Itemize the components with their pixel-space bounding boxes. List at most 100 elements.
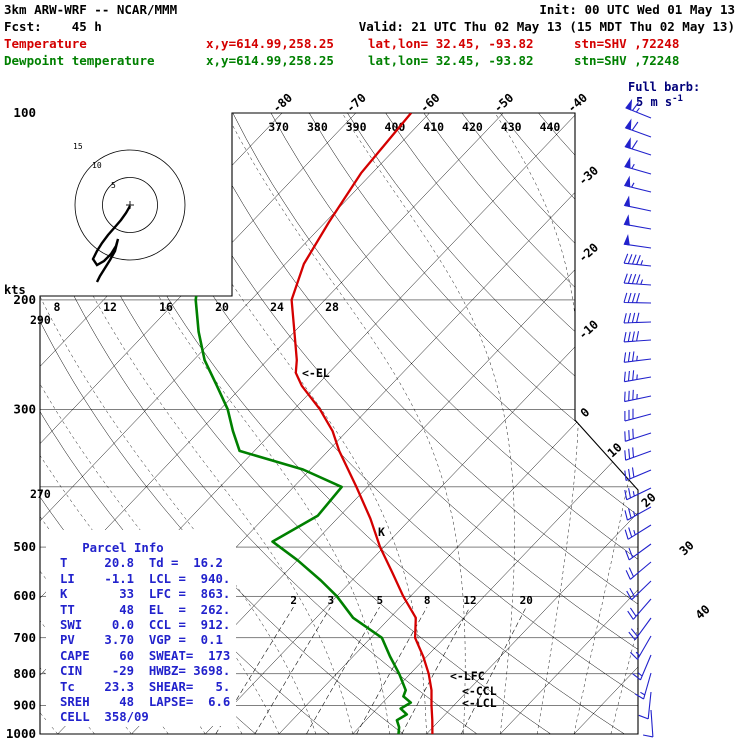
wind-barb-flag [624, 137, 631, 149]
wind-barb [642, 709, 654, 738]
wind-barb [624, 467, 652, 482]
wind-barb [623, 331, 652, 343]
svg-text:3: 3 [327, 594, 334, 607]
barb-unit-exponent: -1 [672, 94, 683, 104]
svg-text:700: 700 [13, 630, 36, 645]
svg-text:-20: -20 [576, 240, 601, 265]
wind-barb [624, 408, 652, 422]
wind-barb [634, 672, 652, 700]
svg-text:380: 380 [307, 120, 328, 134]
barb-legend-unit: 5 m s-1 [636, 94, 683, 109]
svg-text:28: 28 [325, 300, 339, 314]
svg-text:200: 200 [13, 292, 36, 307]
svg-text:-60: -60 [417, 91, 442, 116]
svg-text:-40: -40 [565, 91, 590, 116]
level-annotations: <-EL K <-LFC<-CCL<-LCL [302, 366, 497, 710]
wind-barb [623, 273, 652, 286]
hodograph: 5 10 15 [73, 142, 186, 283]
temperature-curve [290, 113, 434, 734]
svg-text:5: 5 [376, 594, 383, 607]
hodograph-ring-label: 5 [111, 181, 116, 190]
svg-text:10: 10 [605, 440, 625, 460]
svg-text:K: K [378, 525, 385, 539]
svg-text:800: 800 [13, 666, 36, 681]
svg-text:24: 24 [270, 300, 284, 314]
wind-barbs [623, 98, 654, 738]
svg-text:kts: kts [4, 283, 26, 297]
dewpoint-curve [194, 113, 413, 734]
wind-barb [638, 691, 652, 720]
svg-text:430: 430 [501, 120, 522, 134]
parcel-info-box: Parcel Info T 20.8 Td = 16.2 LI -1.1 LCL… [60, 541, 231, 725]
svg-text:8: 8 [424, 594, 431, 607]
svg-text:<-LFC: <-LFC [450, 669, 485, 683]
svg-text:12: 12 [103, 300, 117, 314]
temperature-latlon: lat,lon= 32.45, -93.82 [368, 36, 534, 51]
svg-text:30: 30 [677, 538, 697, 558]
wind-barb [630, 635, 652, 660]
dewpoint-latlon: lat,lon= 32.45, -93.82 [368, 53, 534, 68]
wind-barb-flag [623, 234, 630, 246]
svg-text:290: 290 [30, 313, 51, 327]
svg-text:<-EL: <-EL [302, 366, 330, 380]
svg-text:8: 8 [54, 300, 61, 314]
svg-text:300: 300 [13, 401, 36, 416]
svg-text:410: 410 [423, 120, 444, 134]
wind-barb [625, 561, 652, 580]
svg-text:1000: 1000 [6, 726, 36, 740]
svg-text:20: 20 [520, 594, 533, 607]
svg-text:900: 900 [13, 698, 36, 713]
svg-text:440: 440 [540, 120, 561, 134]
plot-border [39, 112, 639, 735]
svg-text:420: 420 [462, 120, 483, 134]
svg-text:-80: -80 [270, 91, 295, 116]
dewpoint-gridpoint: x,y=614.99,258.25 [206, 53, 334, 68]
svg-text:-70: -70 [343, 91, 368, 116]
svg-text:-50: -50 [491, 91, 516, 116]
hodograph-ring-label: 15 [73, 142, 83, 151]
wind-barb [623, 312, 652, 324]
wind-barb [624, 428, 652, 442]
hodograph-ring [102, 177, 158, 233]
wind-barb [624, 447, 652, 461]
wind-barb [624, 389, 652, 403]
svg-text:270: 270 [30, 487, 51, 501]
svg-text:400: 400 [385, 120, 406, 134]
wind-barb [627, 598, 652, 620]
wind-barb [623, 370, 652, 383]
hodograph-trace [91, 205, 132, 283]
svg-text:0: 0 [578, 405, 593, 420]
hodograph-ring [74, 149, 186, 261]
wind-barb [624, 524, 652, 540]
dewpoint-legend-label: Dewpoint temperature [4, 53, 155, 68]
wind-barb [632, 654, 652, 681]
wind-barb-flag [624, 156, 631, 169]
svg-text:12: 12 [463, 594, 476, 607]
parcel-info-backdrop [46, 530, 236, 726]
wind-barb [628, 617, 652, 641]
wind-barb [624, 506, 652, 521]
wind-barb [626, 580, 652, 601]
temperature-gridpoint: x,y=614.99,258.25 [206, 36, 334, 51]
temperature-station: stn=SHV ,72248 [574, 36, 680, 51]
wind-barb [623, 253, 652, 267]
wind-barb-flag [624, 118, 632, 131]
wind-barb [625, 543, 652, 561]
svg-text:370: 370 [268, 120, 289, 134]
svg-text:16: 16 [159, 300, 173, 314]
dewpoint-station: stn=SHV ,72248 [574, 53, 680, 68]
svg-text:500: 500 [13, 539, 36, 554]
hodograph-ring-label: 10 [92, 161, 102, 170]
model-title: 3km ARW-WRF -- NCAR/MMM [4, 2, 178, 17]
svg-text:2: 2 [290, 594, 297, 607]
temperature-legend-label: Temperature [4, 36, 87, 51]
barb-legend-title: Full barb: [628, 80, 701, 94]
svg-text:<-LCL: <-LCL [462, 696, 497, 710]
svg-text:100: 100 [13, 105, 36, 120]
valid-time: Valid: 21 UTC Thu 02 May 13 (15 MDT Thu … [358, 19, 735, 34]
init-time: Init: 00 UTC Wed 01 May 13 [539, 2, 735, 17]
svg-text:20: 20 [639, 490, 659, 510]
wind-barb [623, 351, 652, 363]
